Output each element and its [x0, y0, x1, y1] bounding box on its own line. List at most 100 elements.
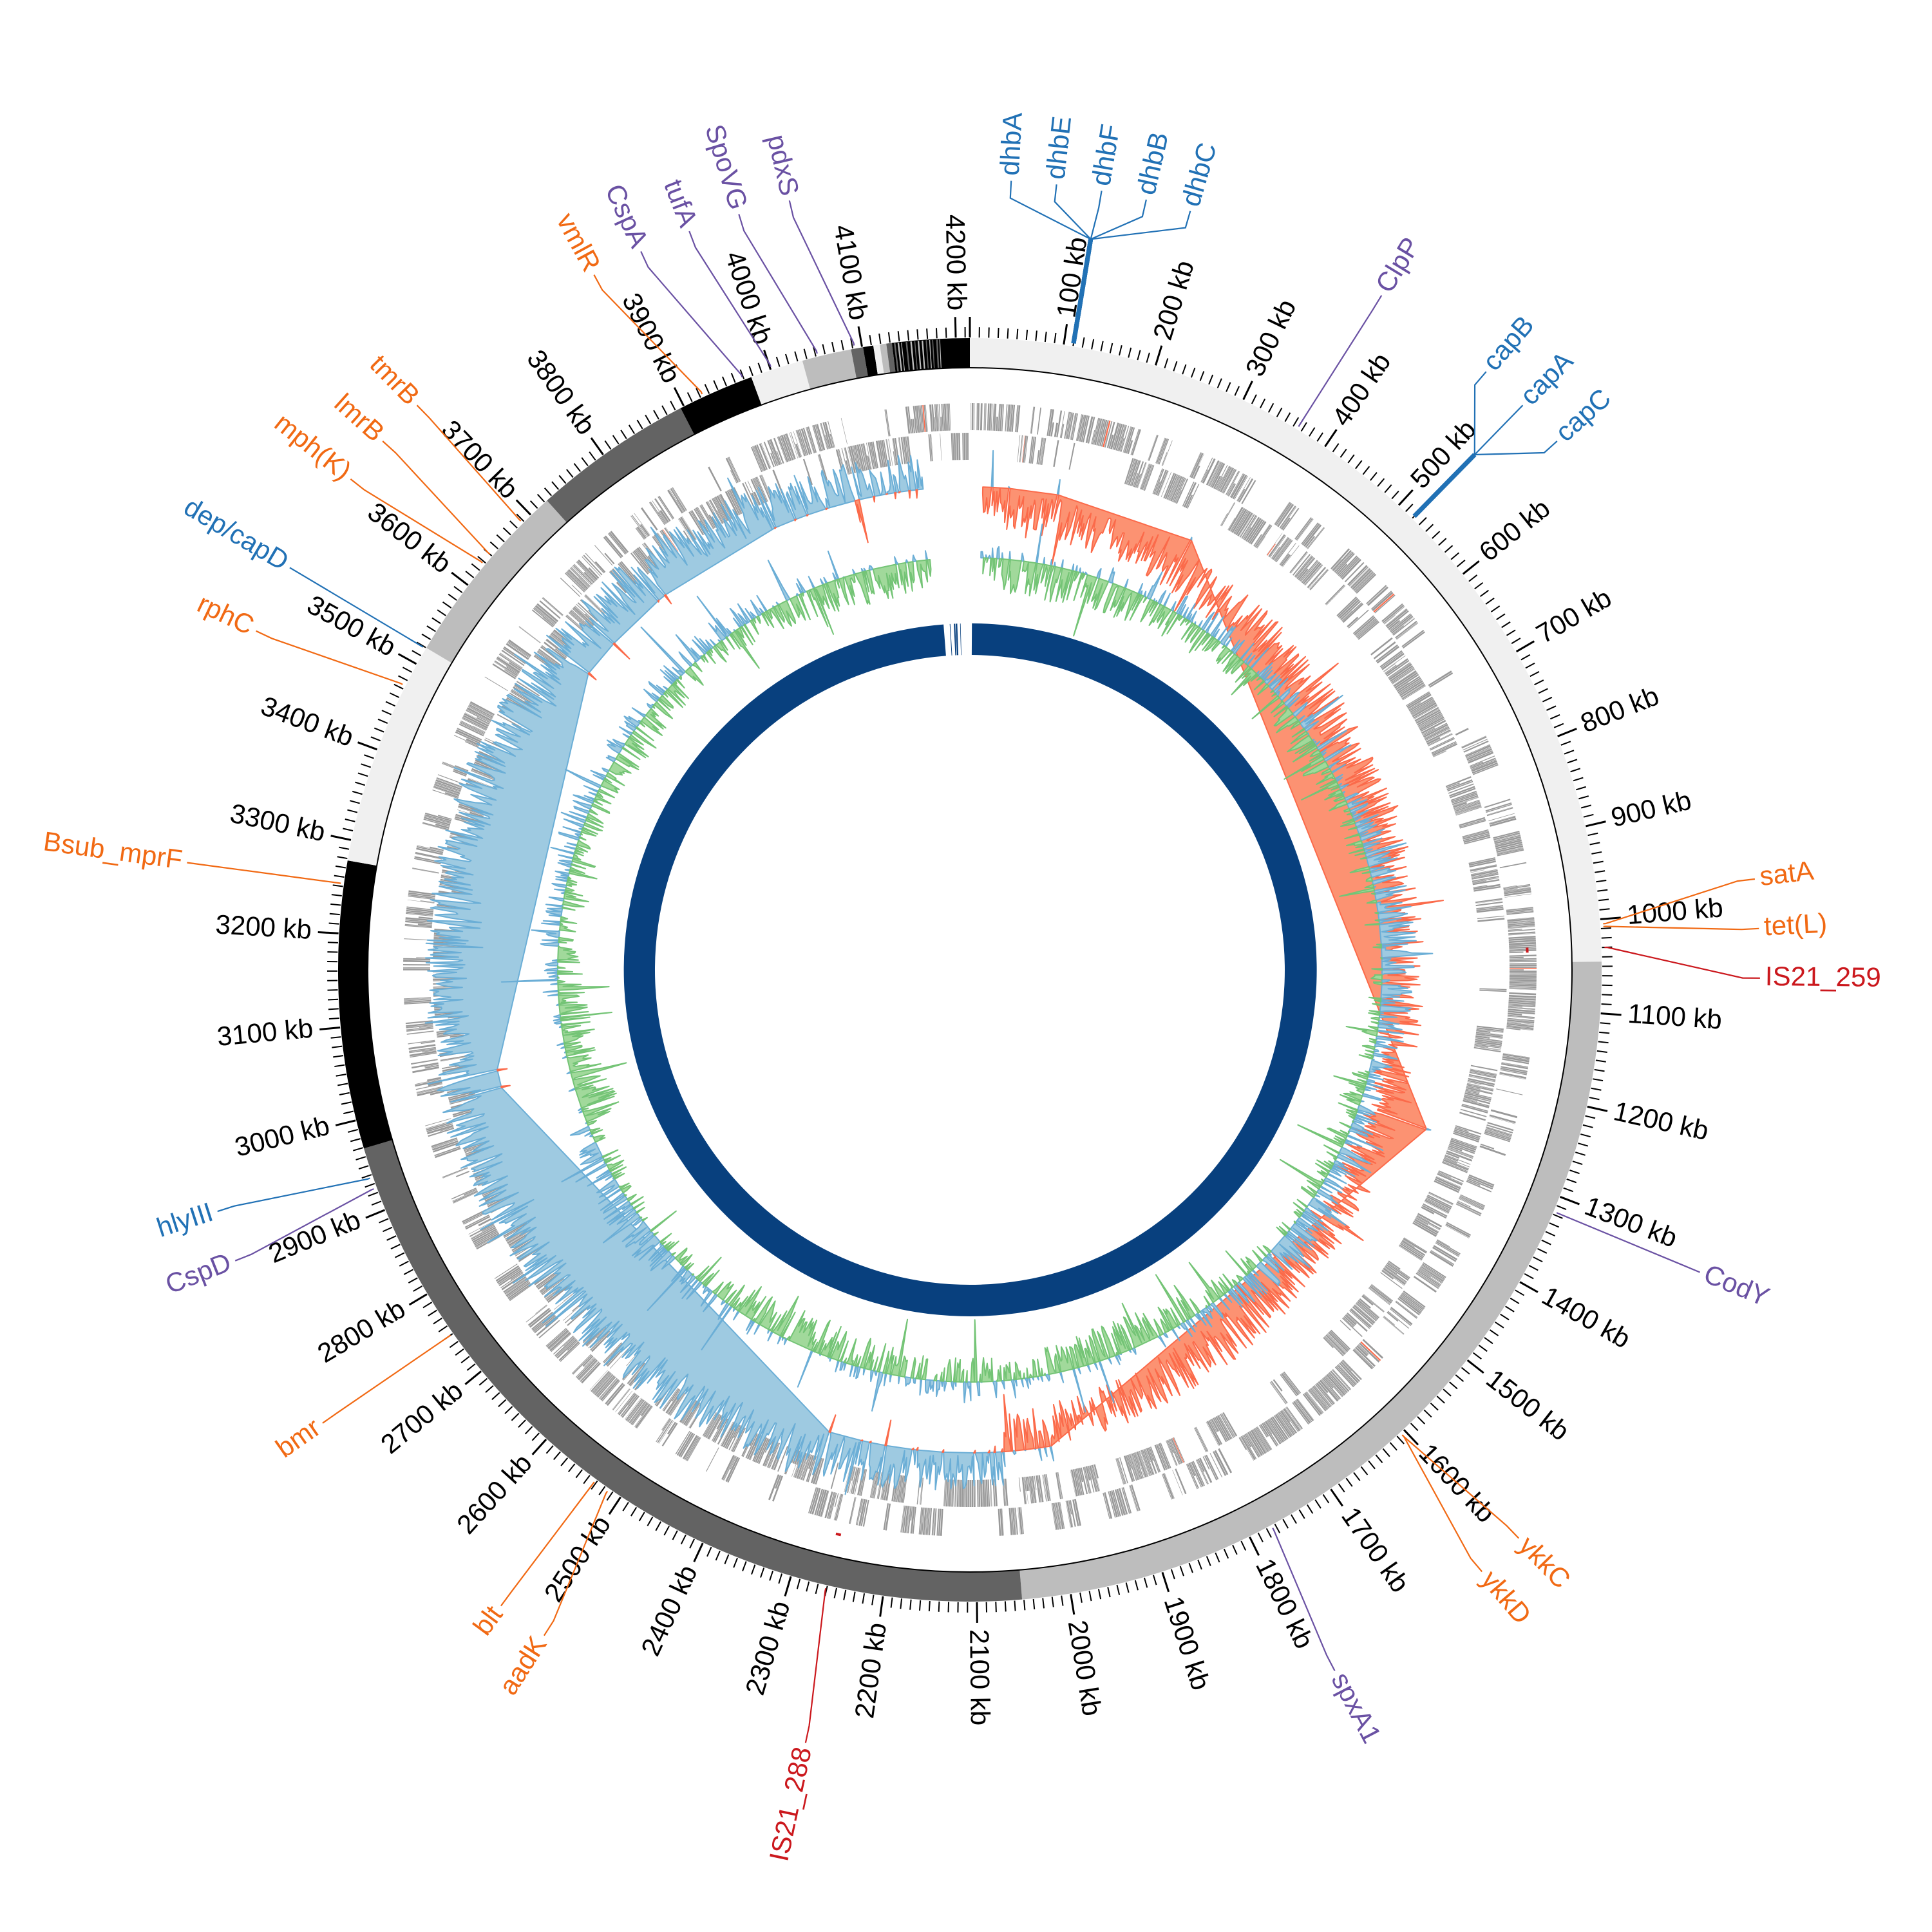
minor-tick — [1259, 398, 1266, 409]
minor-tick — [471, 563, 480, 571]
gene-label: capA — [1514, 345, 1579, 410]
major-tick — [357, 741, 378, 751]
gene-label: aadK — [493, 1631, 552, 1700]
minor-tick — [1506, 629, 1516, 636]
major-tick — [330, 835, 352, 841]
minor-tick — [1377, 478, 1385, 487]
minor-tick — [900, 1598, 903, 1609]
minor-tick — [335, 865, 346, 869]
minor-tick — [1316, 432, 1323, 442]
major-tick — [1585, 820, 1606, 828]
minor-tick — [377, 718, 388, 724]
minor-tick — [1479, 589, 1490, 597]
minor-tick — [339, 846, 350, 850]
minor-tick — [1091, 339, 1095, 350]
label-leader-line — [1272, 1528, 1336, 1671]
minor-tick — [794, 351, 799, 362]
minor-tick — [1109, 343, 1113, 354]
minor-tick — [785, 354, 790, 365]
minor-tick — [928, 1600, 931, 1612]
gene-label: rphC — [193, 588, 259, 641]
minor-tick — [1583, 813, 1594, 818]
minor-tick — [1601, 1003, 1612, 1005]
ideogram-stripe — [905, 341, 911, 370]
minor-tick — [1436, 1396, 1445, 1404]
minor-tick — [1173, 361, 1178, 372]
minor-tick — [385, 701, 395, 707]
minor-tick — [680, 1534, 687, 1545]
major-tick — [608, 1496, 621, 1515]
tick-label: 3800 kb — [521, 344, 601, 440]
minor-tick — [361, 763, 372, 768]
minor-tick — [1423, 1409, 1432, 1418]
minor-tick — [1510, 1298, 1520, 1305]
minor-tick — [1137, 350, 1141, 361]
minor-tick — [1223, 1548, 1229, 1559]
minor-tick — [1360, 1466, 1368, 1475]
minor-tick — [1061, 1595, 1064, 1606]
ideogram-stripe — [932, 339, 935, 368]
minor-tick — [422, 1302, 433, 1309]
minor-tick — [1355, 460, 1363, 469]
minor-tick — [402, 667, 413, 673]
minor-tick — [1375, 1454, 1383, 1463]
minor-tick — [1044, 331, 1047, 343]
minor-tick — [1197, 1559, 1202, 1570]
minor-tick — [364, 754, 374, 759]
minor-tick — [1309, 427, 1316, 437]
tick-label: 200 kb — [1147, 257, 1200, 343]
minor-tick — [567, 1463, 576, 1473]
major-tick — [1600, 1012, 1622, 1016]
minor-tick — [589, 451, 596, 461]
minor-tick — [1598, 1041, 1609, 1044]
minor-tick — [1347, 454, 1355, 464]
minor-tick — [337, 1083, 348, 1086]
gc-content-track — [500, 524, 1434, 1413]
gene-label: dhbA — [994, 111, 1028, 176]
minor-tick — [655, 1521, 662, 1531]
minor-tick — [1338, 1483, 1345, 1493]
minor-tick — [524, 1426, 533, 1435]
minor-tick — [1500, 1313, 1510, 1321]
minor-tick — [575, 1469, 583, 1479]
minor-tick — [1593, 1078, 1604, 1082]
minor-tick — [1125, 1582, 1130, 1593]
minor-tick — [1553, 723, 1564, 728]
gene-label: vmlR — [551, 208, 607, 276]
major-tick — [1155, 345, 1163, 366]
tick-label: 1700 kb — [1336, 1501, 1416, 1598]
ideogram-segment — [547, 408, 694, 523]
minor-tick — [907, 330, 909, 341]
minor-tick — [328, 1017, 339, 1020]
minor-tick — [742, 1561, 747, 1571]
major-tick — [1063, 324, 1068, 345]
ideogram-segment — [347, 648, 452, 866]
minor-tick — [1553, 1213, 1563, 1219]
minor-tick — [386, 1235, 397, 1241]
major-tick — [319, 1027, 341, 1030]
ideogram-segment — [886, 343, 896, 374]
minor-tick — [687, 392, 693, 402]
minor-tick — [368, 1191, 379, 1197]
ideogram-stripe — [925, 340, 929, 369]
minor-tick — [1391, 490, 1399, 500]
minor-tick — [1257, 1532, 1264, 1542]
tick-label: 1500 kb — [1481, 1363, 1575, 1446]
minor-tick — [1461, 1367, 1470, 1375]
major-tick — [1587, 1105, 1608, 1112]
minor-tick — [739, 369, 745, 380]
minor-tick — [502, 527, 511, 536]
minor-tick — [560, 1457, 569, 1466]
ideogram-segment — [851, 347, 868, 379]
tick-label: 800 kb — [1577, 680, 1663, 738]
minor-tick — [408, 1277, 418, 1283]
major-tick — [693, 1542, 704, 1562]
label-leader-line — [640, 251, 743, 378]
minor-tick — [1549, 1222, 1559, 1228]
minor-tick — [428, 1309, 437, 1316]
ideogram-segment — [863, 345, 878, 377]
major-tick — [673, 387, 685, 406]
minor-tick — [1455, 1374, 1464, 1382]
minor-tick — [1597, 889, 1608, 892]
minor-tick — [581, 457, 589, 466]
